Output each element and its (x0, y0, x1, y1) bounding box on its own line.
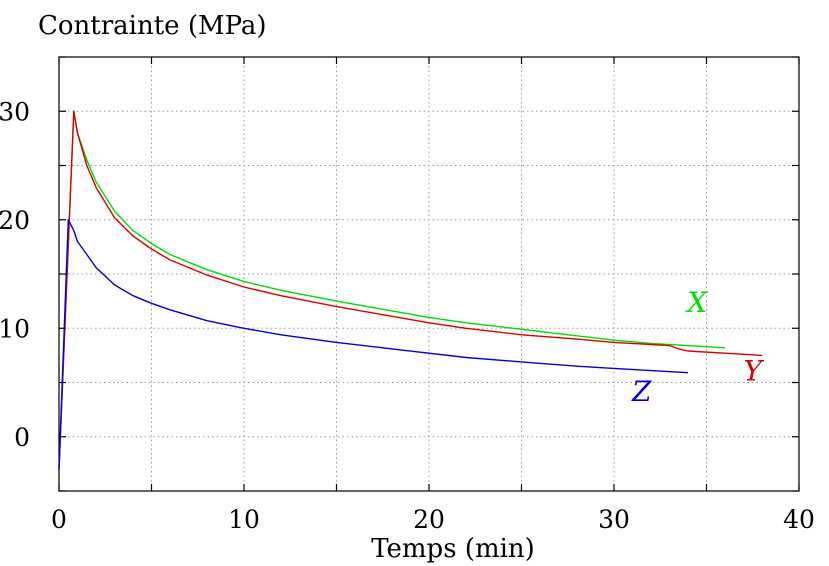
y-tick-label: 0 (14, 423, 30, 452)
series-line-x (58, 110, 726, 470)
x-tick-label: 20 (413, 505, 445, 534)
series-labels: X Y Z (631, 286, 764, 408)
y-axis-title: Contrainte (MPa) (38, 11, 267, 41)
series-lines (58, 110, 763, 470)
axis-ticks: 0 10 20 30 40 0 10 20 30 (0, 56, 815, 534)
x-axis-title: Temps (min) (371, 534, 535, 564)
x-tick-label: 30 (598, 505, 630, 534)
series-line-y (58, 110, 763, 470)
y-tick-label: 20 (0, 206, 30, 235)
grid-lines (59, 57, 799, 491)
x-tick-label: 0 (51, 505, 67, 534)
y-tick-label: 30 (0, 97, 30, 126)
x-tick-label: 10 (228, 505, 260, 534)
series-line-z (58, 219, 689, 470)
series-label-y: Y (744, 354, 765, 387)
x-tick-label: 40 (783, 505, 815, 534)
y-tick-label: 10 (0, 314, 30, 343)
series-label-x: X (685, 286, 708, 319)
series-label-z: Z (631, 375, 652, 408)
